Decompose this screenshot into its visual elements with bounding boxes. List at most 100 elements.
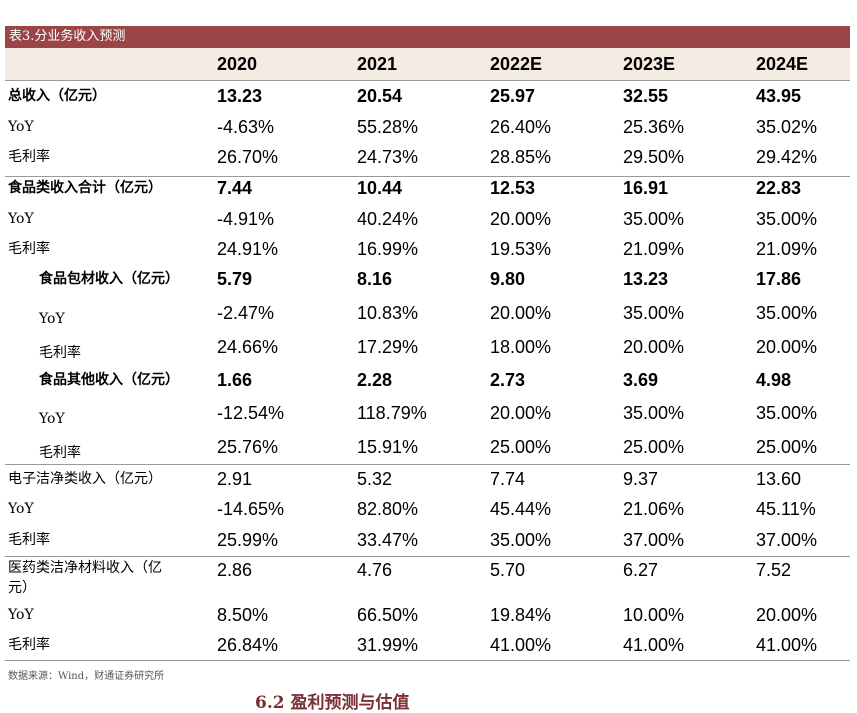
- table-cell: -4.63%: [217, 117, 275, 137]
- table-cell: 45.44%: [490, 499, 552, 519]
- table-cell: 118.79%: [357, 403, 427, 423]
- table-cell: 2.91: [217, 469, 253, 489]
- table-cell: 21.09%: [623, 239, 685, 259]
- table-cell: 33.47%: [357, 530, 419, 550]
- table-cell: 15.91%: [357, 437, 419, 457]
- table-cell: 55.28%: [357, 117, 419, 137]
- table-cell: 37.00%: [756, 530, 818, 550]
- table-cell: 26.40%: [490, 117, 552, 137]
- table-cell: 4.98: [756, 370, 792, 390]
- table-cell: 43.95: [756, 86, 802, 106]
- table-cell: 26.70%: [217, 147, 279, 167]
- section-divider: [5, 660, 850, 661]
- table-cell: 25.97: [490, 86, 536, 106]
- table-cell: -14.65%: [217, 499, 285, 519]
- header-year-2024e: 2024E: [756, 54, 809, 74]
- table-cell: 5.32: [357, 469, 393, 489]
- table-cell: 20.00%: [490, 209, 552, 229]
- table-cell: 20.00%: [490, 303, 552, 323]
- table-cell: 13.23: [623, 269, 669, 289]
- table-cell: 24.66%: [217, 337, 279, 357]
- table-cell: 5.70: [490, 560, 526, 580]
- table-cell: 21.09%: [756, 239, 818, 259]
- row-label: YoY: [39, 311, 65, 327]
- table-cell: 3.69: [623, 370, 659, 390]
- table-cell: -12.54%: [217, 403, 285, 423]
- table-cell: -2.47%: [217, 303, 275, 323]
- table-cell: 28.85%: [490, 147, 552, 167]
- table-cell: 9.37: [623, 469, 659, 489]
- table-cell: 12.53: [490, 178, 536, 198]
- table-cell: 7.74: [490, 469, 526, 489]
- table-cell: 45.11%: [756, 499, 816, 519]
- table-cell: 35.00%: [623, 303, 685, 323]
- table-cell: 41.00%: [490, 635, 552, 655]
- table-cell: 82.80%: [357, 499, 419, 519]
- table-cell: 21.06%: [623, 499, 685, 519]
- table-cell: 10.44: [357, 178, 403, 198]
- table-cell: 20.54: [357, 86, 403, 106]
- table-cell: 19.53%: [490, 239, 552, 259]
- table-cell: 22.83: [756, 178, 802, 198]
- table-cell: 35.00%: [623, 209, 685, 229]
- row-label: 医药类洁净材料收入（亿 元）: [8, 560, 162, 596]
- table-cell: 10.83%: [357, 303, 419, 323]
- table-cell: 20.00%: [756, 337, 818, 357]
- table-cell: 29.42%: [756, 147, 818, 167]
- table-cell: 10.00%: [623, 605, 685, 625]
- table-cell: 8.16: [357, 269, 393, 289]
- table-cell: 20.00%: [756, 605, 818, 625]
- table-cell: 13.60: [756, 469, 802, 489]
- source-note: 数据来源：Wind，财通证券研究所: [8, 671, 165, 682]
- table-cell: 24.73%: [357, 147, 419, 167]
- table-cell: 17.29%: [357, 337, 419, 357]
- row-label: YoY: [8, 607, 34, 623]
- table-cell: 25.36%: [623, 117, 685, 137]
- row-label: 总收入（亿元）: [8, 88, 106, 104]
- table-cell: 16.99%: [357, 239, 419, 259]
- table-cell: 25.00%: [623, 437, 685, 457]
- table-cell: 25.00%: [756, 437, 818, 457]
- table-cell: 35.00%: [490, 530, 552, 550]
- row-label: YoY: [8, 119, 34, 135]
- table-cell: 35.02%: [756, 117, 818, 137]
- table-cell: 32.55: [623, 86, 669, 106]
- table-cell: 24.91%: [217, 239, 279, 259]
- header-year-2021: 2021: [357, 54, 398, 74]
- table-cell: 6.27: [623, 560, 659, 580]
- row-label: 毛利率: [39, 345, 81, 361]
- row-label: 毛利率: [8, 149, 50, 165]
- header-year-2020: 2020: [217, 54, 258, 74]
- table-cell: 20.00%: [623, 337, 685, 357]
- table-cell: 41.00%: [756, 635, 818, 655]
- section-divider: [5, 176, 850, 177]
- table-cell: 37.00%: [623, 530, 685, 550]
- table-cell: 7.44: [217, 178, 253, 198]
- table-cell: 66.50%: [357, 605, 419, 625]
- table-cell: 9.80: [490, 269, 526, 289]
- table-title: 表3.分业务收入预测: [5, 26, 850, 48]
- row-label: 电子洁净类收入（亿元）: [8, 471, 162, 487]
- table-cell: 31.99%: [357, 635, 419, 655]
- table-cell: 17.86: [756, 269, 802, 289]
- table-cell: -4.91%: [217, 209, 275, 229]
- row-label: 毛利率: [8, 241, 50, 257]
- table-cell: 35.00%: [623, 403, 685, 423]
- header-year-2022e: 2022E: [490, 54, 543, 74]
- table-cell: 8.50%: [217, 605, 269, 625]
- table-cell: 2.86: [217, 560, 253, 580]
- row-label: 毛利率: [39, 445, 81, 461]
- table-cell: 2.73: [490, 370, 526, 390]
- table-cell: 18.00%: [490, 337, 552, 357]
- row-label: YoY: [8, 211, 34, 227]
- table-cell: 26.84%: [217, 635, 279, 655]
- table-cell: 25.76%: [217, 437, 279, 457]
- row-label: 食品其他收入（亿元）: [39, 372, 179, 388]
- table-header-row: 2020 2021 2022E 2023E 2024E: [5, 48, 850, 81]
- header-year-2023e: 2023E: [623, 54, 676, 74]
- table-cell: 5.79: [217, 269, 253, 289]
- table-cell: 25.00%: [490, 437, 552, 457]
- table-cell: 29.50%: [623, 147, 685, 167]
- row-label: 毛利率: [8, 532, 50, 548]
- table-cell: 35.00%: [756, 209, 818, 229]
